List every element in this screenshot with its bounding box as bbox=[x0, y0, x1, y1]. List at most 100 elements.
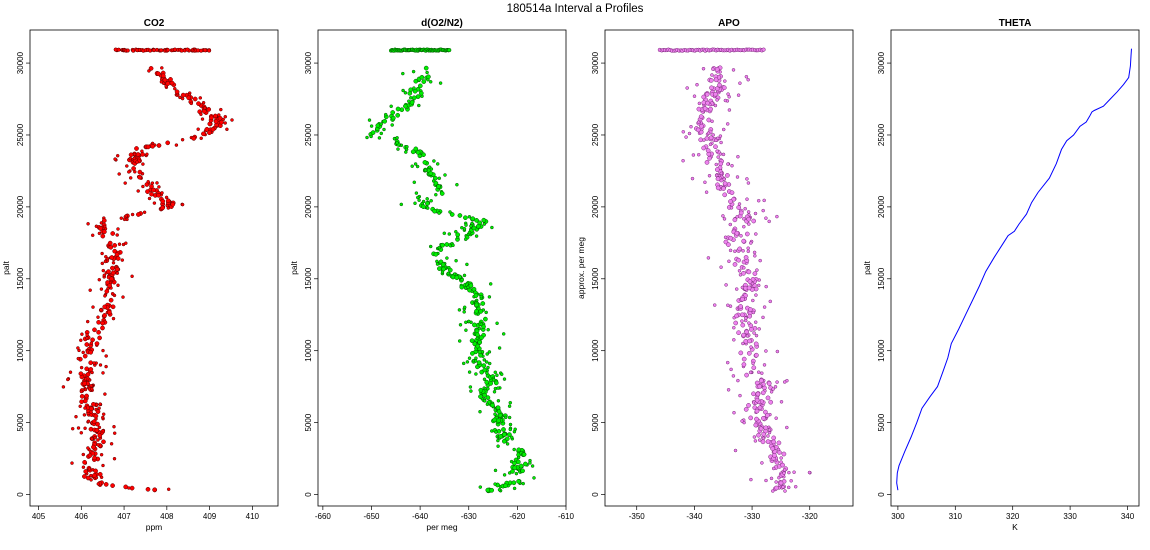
data-point bbox=[707, 173, 712, 178]
data-point bbox=[104, 354, 108, 358]
data-point bbox=[425, 70, 429, 75]
data-point bbox=[768, 299, 773, 304]
data-point bbox=[728, 235, 734, 241]
data-point bbox=[702, 106, 708, 111]
data-point bbox=[771, 439, 776, 445]
top-strip-point bbox=[447, 48, 452, 53]
data-point bbox=[450, 274, 456, 280]
data-point bbox=[68, 370, 73, 374]
data-point bbox=[746, 77, 750, 82]
data-point bbox=[401, 88, 405, 93]
data-point bbox=[145, 152, 149, 157]
data-point bbox=[767, 428, 772, 432]
data-point bbox=[473, 293, 479, 298]
data-point bbox=[478, 387, 484, 393]
data-point bbox=[413, 162, 418, 166]
data-point bbox=[488, 381, 494, 386]
data-point bbox=[201, 131, 206, 137]
data-point bbox=[771, 466, 776, 471]
data-point bbox=[507, 432, 512, 437]
data-point bbox=[434, 192, 438, 197]
data-point bbox=[101, 463, 105, 468]
data-point bbox=[740, 319, 744, 323]
data-point bbox=[793, 484, 798, 489]
data-point bbox=[165, 81, 171, 86]
data-point bbox=[465, 360, 470, 364]
data-point bbox=[701, 145, 707, 151]
data-point bbox=[409, 99, 415, 105]
data-point bbox=[754, 397, 760, 403]
data-point bbox=[528, 461, 532, 465]
y-tick-label: 10000 bbox=[304, 339, 313, 362]
data-point bbox=[442, 231, 447, 236]
data-point bbox=[467, 230, 472, 235]
data-point bbox=[782, 380, 787, 384]
data-point bbox=[469, 338, 475, 344]
data-point bbox=[735, 175, 740, 179]
x-axis-label: per meg bbox=[426, 522, 457, 532]
data-point bbox=[93, 413, 99, 419]
data-point bbox=[111, 261, 116, 265]
data-point bbox=[464, 320, 468, 325]
data-point bbox=[684, 135, 688, 139]
data-point bbox=[140, 152, 145, 157]
data-point bbox=[112, 456, 117, 461]
data-point bbox=[734, 287, 739, 291]
data-point bbox=[778, 480, 784, 486]
data-point bbox=[435, 262, 440, 266]
data-point bbox=[752, 435, 757, 439]
plot-frame bbox=[317, 29, 567, 507]
x-tick-label: 410 bbox=[246, 512, 260, 521]
data-point bbox=[110, 270, 116, 276]
data-point bbox=[79, 389, 84, 394]
data-point bbox=[174, 143, 179, 147]
data-point bbox=[501, 332, 506, 336]
top-strip-point bbox=[159, 48, 164, 53]
data-point bbox=[160, 66, 164, 70]
x-tick-label: -610 bbox=[558, 512, 575, 521]
data-point bbox=[496, 386, 500, 390]
data-point bbox=[94, 341, 100, 346]
data-point bbox=[196, 127, 200, 131]
x-tick-label: -650 bbox=[363, 512, 380, 521]
data-point bbox=[123, 181, 127, 185]
data-point bbox=[713, 77, 719, 83]
data-point bbox=[92, 327, 97, 333]
data-point bbox=[729, 206, 734, 210]
data-point bbox=[70, 461, 74, 465]
data-point bbox=[471, 225, 477, 231]
data-point bbox=[79, 338, 83, 343]
data-point bbox=[714, 86, 720, 92]
data-point bbox=[706, 117, 712, 123]
data-point bbox=[207, 130, 212, 136]
data-point bbox=[70, 426, 75, 431]
data-point bbox=[746, 210, 751, 214]
data-point bbox=[755, 391, 761, 397]
data-point bbox=[487, 350, 492, 354]
data-point bbox=[472, 341, 478, 347]
data-point bbox=[407, 99, 411, 103]
data-point bbox=[103, 482, 109, 487]
data-point bbox=[737, 202, 742, 206]
data-point bbox=[186, 95, 192, 101]
data-point bbox=[464, 223, 468, 227]
data-point bbox=[701, 94, 707, 100]
data-point bbox=[83, 426, 87, 431]
data-point bbox=[145, 189, 150, 194]
data-point bbox=[438, 81, 443, 85]
y-tick-label: 15000 bbox=[877, 267, 886, 290]
data-point bbox=[96, 443, 100, 447]
data-point bbox=[715, 185, 721, 191]
figure-title: 180514a Interval a Profiles bbox=[507, 3, 644, 15]
data-point bbox=[465, 262, 469, 267]
data-point bbox=[141, 184, 145, 189]
data-point bbox=[497, 488, 502, 492]
data-point bbox=[468, 385, 473, 389]
data-point bbox=[744, 372, 749, 378]
data-point bbox=[748, 415, 754, 421]
data-point bbox=[82, 413, 87, 417]
data-point bbox=[102, 313, 107, 318]
panel-title: CO2 bbox=[144, 18, 165, 29]
data-point bbox=[758, 426, 764, 432]
data-point bbox=[390, 110, 396, 115]
